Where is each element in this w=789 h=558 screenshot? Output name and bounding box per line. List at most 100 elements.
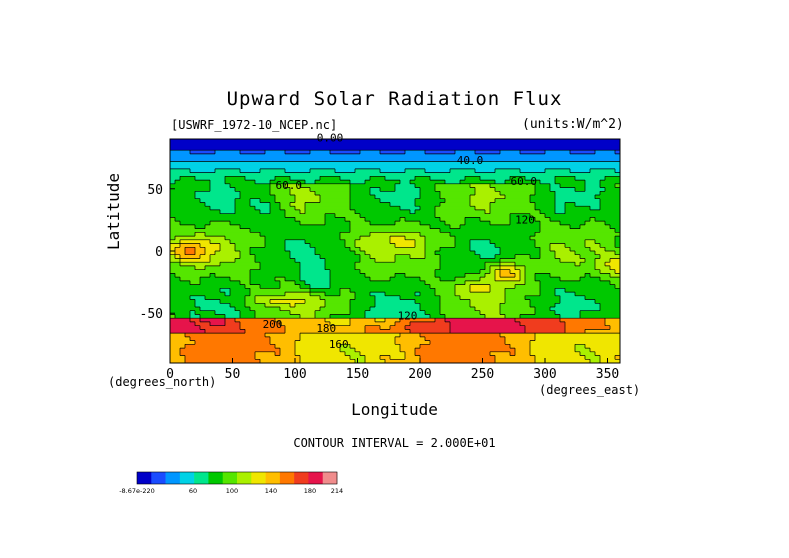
field-cell [400, 314, 406, 319]
field-cell [475, 146, 481, 151]
field-cell [470, 273, 476, 278]
field-cell [195, 251, 201, 256]
field-cell [520, 280, 526, 286]
field-cell [565, 168, 571, 174]
field-cell [495, 254, 501, 260]
field-cell [445, 206, 451, 211]
field-cell [425, 157, 431, 162]
field-cell [240, 217, 246, 222]
field-cell [250, 310, 256, 316]
field-cell [380, 224, 386, 230]
field-cell [450, 307, 456, 312]
field-cell [190, 344, 196, 349]
field-cell [195, 303, 201, 308]
field-cell [195, 195, 201, 200]
field-cell [245, 202, 251, 207]
field-cell [420, 258, 426, 263]
field-cell [395, 303, 401, 308]
field-cell [235, 202, 241, 207]
field-cell [600, 206, 606, 211]
field-cell [360, 265, 366, 271]
field-cell [580, 232, 586, 237]
field-cell [290, 183, 296, 189]
field-cell [580, 168, 586, 174]
field-cell [305, 139, 311, 144]
field-cell [230, 236, 236, 241]
field-cell [605, 333, 611, 338]
field-cell [215, 157, 221, 162]
field-cell [385, 139, 391, 144]
field-cell [410, 340, 416, 345]
field-cell [255, 310, 261, 316]
field-cell [200, 198, 206, 204]
field-cell [325, 310, 331, 316]
field-cell [455, 221, 461, 226]
field-cell [315, 165, 321, 170]
field-cell [225, 288, 231, 293]
field-cell [405, 314, 411, 319]
field-cell [575, 232, 581, 237]
field-cell [385, 176, 391, 181]
field-cell [510, 280, 516, 286]
field-cell [255, 344, 261, 349]
field-cell [275, 307, 281, 312]
field-cell [215, 295, 221, 301]
field-cell [250, 307, 256, 312]
field-cell [475, 232, 481, 237]
field-cell [595, 295, 601, 301]
field-cell [420, 254, 426, 260]
field-cell [190, 236, 196, 241]
field-cell [600, 213, 606, 218]
field-cell [505, 228, 511, 233]
field-cell [495, 262, 501, 267]
field-cell [530, 269, 536, 274]
field-cell [410, 314, 416, 319]
field-cell [250, 150, 256, 155]
field-cell [380, 288, 386, 293]
field-cell [595, 299, 601, 304]
field-cell [290, 142, 296, 148]
field-cell [395, 228, 401, 233]
field-cell [355, 254, 361, 260]
field-cell [560, 172, 566, 177]
field-cell [220, 247, 226, 252]
field-cell [565, 277, 571, 282]
field-cell [300, 247, 306, 252]
field-cell [275, 288, 281, 293]
field-cell [220, 307, 226, 312]
field-cell [585, 333, 591, 338]
field-cell [250, 251, 256, 256]
field-cell [375, 176, 381, 181]
field-cell [180, 239, 186, 245]
field-cell [335, 150, 341, 155]
field-cell [295, 191, 301, 196]
field-cell [400, 153, 406, 159]
field-cell [400, 340, 406, 345]
field-cell [380, 292, 386, 297]
field-cell [375, 265, 381, 271]
field-cell [320, 333, 326, 338]
field-cell [605, 224, 611, 230]
field-cell [200, 303, 206, 308]
field-cell [330, 247, 336, 252]
field-cell [575, 239, 581, 245]
field-cell [385, 243, 391, 248]
field-cell [305, 325, 311, 330]
field-cell [170, 273, 176, 278]
field-cell [540, 314, 546, 319]
field-cell [200, 333, 206, 338]
field-cell [555, 239, 561, 245]
field-cell [450, 165, 456, 170]
field-cell [220, 198, 226, 204]
field-cell [575, 236, 581, 241]
field-cell [390, 161, 396, 166]
field-cell [410, 299, 416, 304]
field-cell [590, 213, 596, 218]
field-cell [220, 239, 226, 245]
field-cell [315, 325, 321, 330]
field-cell [235, 217, 241, 222]
field-cell [355, 273, 361, 278]
field-cell [205, 232, 211, 237]
field-cell [555, 340, 561, 345]
field-cell [420, 224, 426, 230]
